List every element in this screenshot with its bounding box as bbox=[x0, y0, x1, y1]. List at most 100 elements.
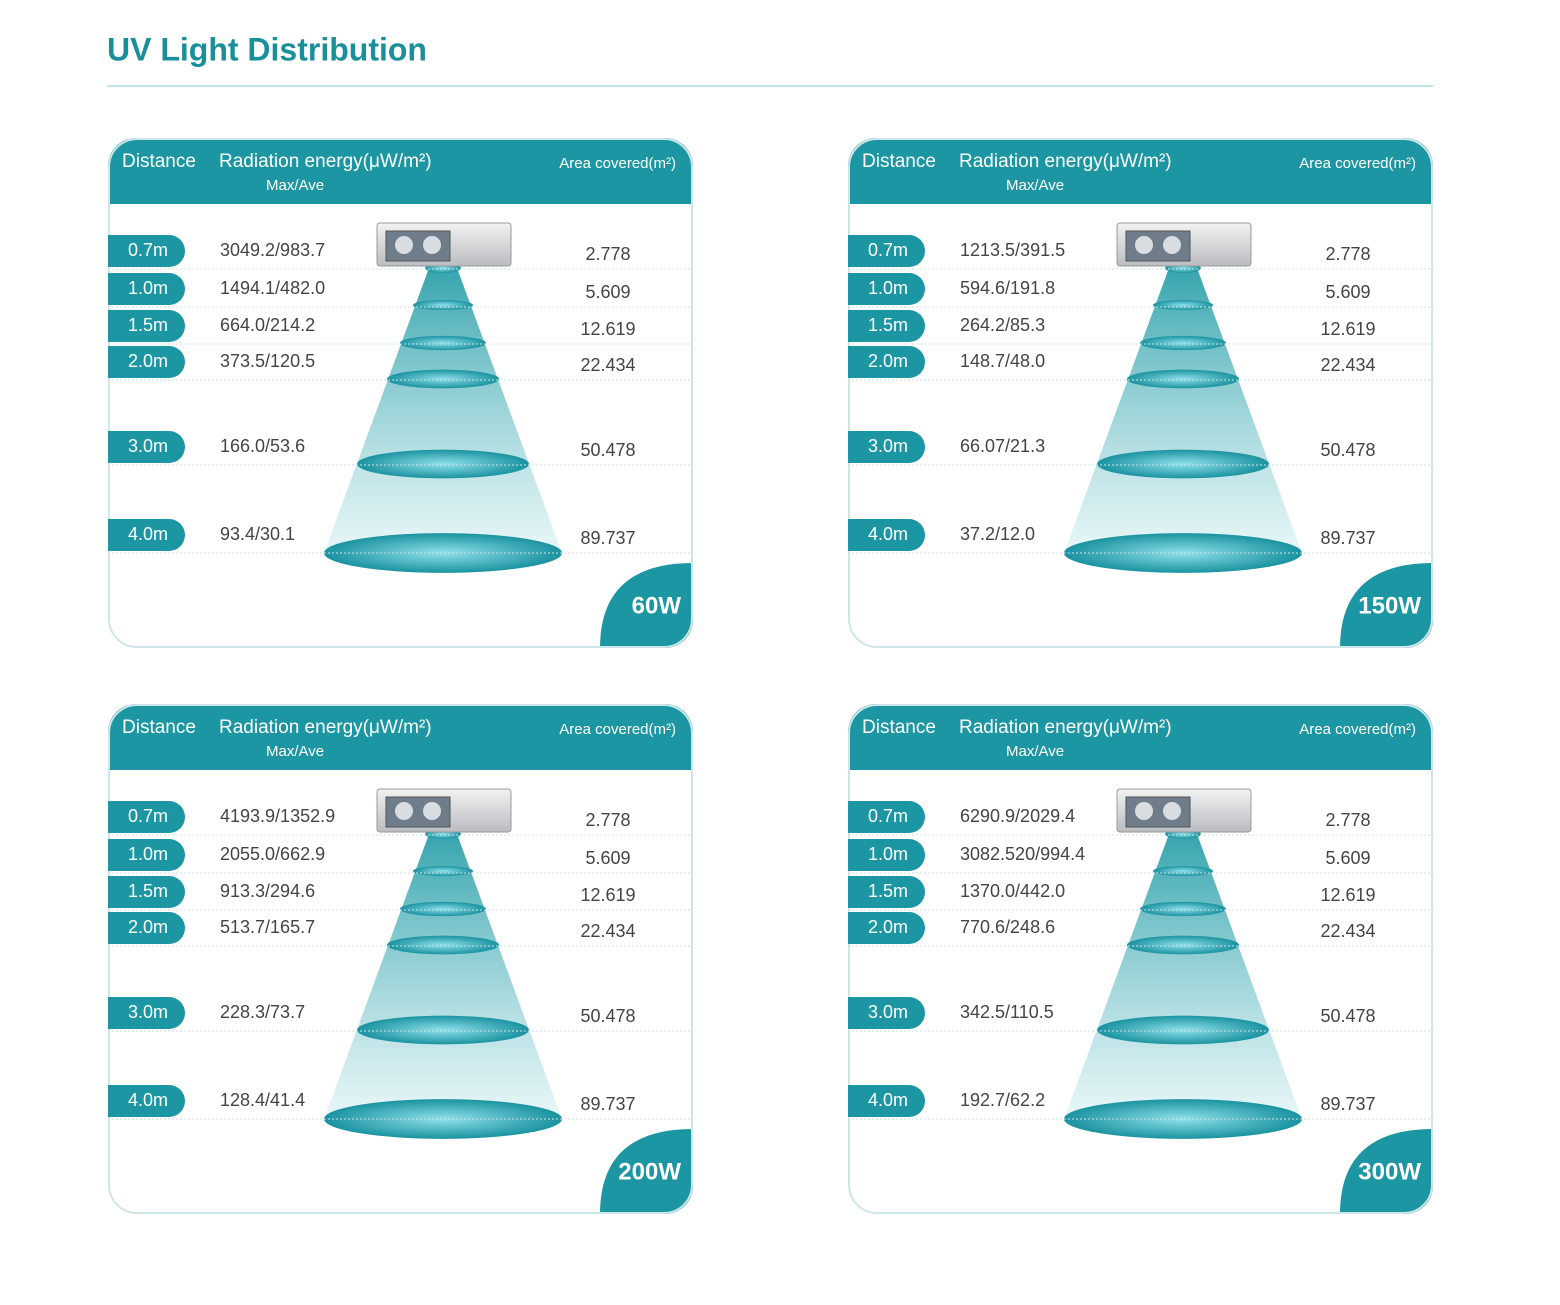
area-value: 5.609 bbox=[1325, 848, 1370, 868]
area-value: 2.778 bbox=[1325, 810, 1370, 830]
radiation-value: 66.07/21.3 bbox=[960, 436, 1045, 456]
light-cone bbox=[1064, 834, 1302, 1119]
distance-pill bbox=[848, 431, 925, 463]
light-disc bbox=[1097, 449, 1269, 479]
power-label: 300W bbox=[1358, 1158, 1421, 1185]
area-value: 89.737 bbox=[1320, 1094, 1375, 1114]
header-sub: Max/Ave bbox=[266, 177, 324, 194]
distance-label: 1.0m bbox=[128, 844, 168, 864]
power-badge bbox=[600, 1129, 693, 1214]
area-value: 12.619 bbox=[580, 319, 635, 339]
header-radiation: Radiation energy(μW/m²) bbox=[959, 151, 1172, 172]
distance-label: 1.0m bbox=[128, 278, 168, 298]
area-value: 50.478 bbox=[1320, 1006, 1375, 1026]
light-disc bbox=[387, 935, 499, 955]
distance-label: 1.0m bbox=[868, 278, 908, 298]
radiation-value: 1213.5/391.5 bbox=[960, 240, 1065, 260]
radiation-value: 1370.0/442.0 bbox=[960, 881, 1065, 901]
area-value: 22.434 bbox=[1320, 355, 1375, 375]
panel-body: 300W bbox=[848, 704, 1433, 1214]
distance-pill bbox=[108, 519, 185, 551]
distance-label: 1.5m bbox=[128, 315, 168, 335]
radiation-value: 37.2/12.0 bbox=[960, 524, 1035, 544]
area-value: 12.619 bbox=[1320, 319, 1375, 339]
header-area: Area covered(m²) bbox=[559, 721, 676, 738]
distance-label: 2.0m bbox=[128, 351, 168, 371]
light-disc bbox=[387, 369, 499, 389]
area-value: 50.478 bbox=[580, 440, 635, 460]
distance-label: 1.5m bbox=[128, 881, 168, 901]
area-value: 22.434 bbox=[1320, 921, 1375, 941]
radiation-value: 148.7/48.0 bbox=[960, 351, 1045, 371]
radiation-value: 1494.1/482.0 bbox=[220, 278, 325, 298]
light-disc bbox=[357, 449, 529, 479]
distance-label: 4.0m bbox=[868, 524, 908, 544]
panel: 300W Distance Radiation energy(μW/m²) Max/A… bbox=[848, 704, 1433, 1214]
distance-label: 0.7m bbox=[128, 806, 168, 826]
light-disc bbox=[1127, 369, 1239, 389]
header-distance: Distance bbox=[862, 717, 936, 738]
distance-pill bbox=[108, 997, 185, 1029]
radiation-value: 770.6/248.6 bbox=[960, 917, 1055, 937]
light-cone bbox=[1064, 268, 1302, 553]
area-value: 5.609 bbox=[585, 848, 630, 868]
light-disc bbox=[400, 901, 486, 917]
panel-border bbox=[108, 704, 693, 1214]
header-band bbox=[108, 704, 693, 770]
distance-label: 1.0m bbox=[868, 844, 908, 864]
distance-pill bbox=[848, 997, 925, 1029]
radiation-value: 6290.9/2029.4 bbox=[960, 806, 1075, 826]
light-disc bbox=[1153, 300, 1213, 310]
light-disc bbox=[324, 1099, 562, 1139]
radiation-value: 264.2/85.3 bbox=[960, 315, 1045, 335]
distance-pill bbox=[848, 310, 925, 342]
distance-pill bbox=[848, 273, 925, 305]
header-radiation: Radiation energy(μW/m²) bbox=[959, 717, 1172, 738]
lamp-reflector bbox=[423, 236, 441, 254]
power-label: 150W bbox=[1358, 592, 1421, 619]
light-disc bbox=[413, 300, 473, 310]
distance-pill bbox=[108, 801, 185, 833]
power-label: 200W bbox=[618, 1158, 681, 1185]
distance-pill bbox=[108, 876, 185, 908]
area-value: 89.737 bbox=[580, 528, 635, 548]
radiation-value: 4193.9/1352.9 bbox=[220, 806, 335, 826]
distance-label: 3.0m bbox=[128, 1002, 168, 1022]
power-label: 60W bbox=[632, 592, 682, 619]
radiation-value: 664.0/214.2 bbox=[220, 315, 315, 335]
area-value: 5.609 bbox=[1325, 282, 1370, 302]
light-disc bbox=[413, 866, 473, 876]
radiation-value: 513.7/165.7 bbox=[220, 917, 315, 937]
distance-pill bbox=[108, 431, 185, 463]
header-radiation: Radiation energy(μW/m²) bbox=[219, 151, 432, 172]
panel: 200W Distance Radiation energy(μW/m²) Max/A… bbox=[108, 704, 693, 1214]
distance-pill bbox=[108, 346, 185, 378]
distance-pill bbox=[108, 1085, 185, 1117]
radiation-value: 913.3/294.6 bbox=[220, 881, 315, 901]
distance-pill bbox=[848, 912, 925, 944]
light-disc bbox=[1097, 1015, 1269, 1045]
distance-pill bbox=[848, 1085, 925, 1117]
lamp-reflector bbox=[395, 802, 413, 820]
area-value: 12.619 bbox=[580, 885, 635, 905]
distance-pill bbox=[848, 839, 925, 871]
radiation-value: 128.4/41.4 bbox=[220, 1090, 305, 1110]
area-value: 50.478 bbox=[1320, 440, 1375, 460]
header-sub: Max/Ave bbox=[1006, 743, 1064, 760]
radiation-value: 228.3/73.7 bbox=[220, 1002, 305, 1022]
power-badge bbox=[1340, 1129, 1433, 1214]
distance-label: 3.0m bbox=[868, 436, 908, 456]
distance-pill bbox=[108, 839, 185, 871]
light-disc bbox=[1127, 935, 1239, 955]
area-value: 89.737 bbox=[1320, 528, 1375, 548]
distance-label: 0.7m bbox=[868, 806, 908, 826]
radiation-value: 93.4/30.1 bbox=[220, 524, 295, 544]
panel-body: 150W bbox=[848, 138, 1433, 648]
light-disc bbox=[1064, 1099, 1302, 1139]
distance-pill bbox=[108, 310, 185, 342]
light-cone bbox=[324, 834, 562, 1119]
distance-pill bbox=[108, 235, 185, 267]
area-value: 2.778 bbox=[1325, 244, 1370, 264]
